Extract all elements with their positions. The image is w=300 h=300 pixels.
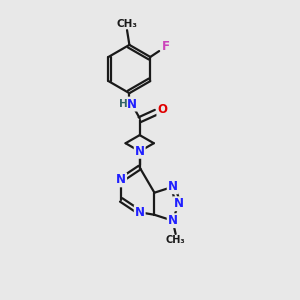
Text: N: N [174, 197, 184, 210]
Text: N: N [168, 180, 178, 193]
Text: N: N [135, 206, 145, 219]
Text: CH₃: CH₃ [116, 19, 137, 29]
Text: N: N [127, 98, 137, 111]
Text: F: F [162, 40, 170, 53]
Text: CH₃: CH₃ [166, 235, 185, 245]
Text: H: H [119, 99, 128, 109]
Text: N: N [168, 214, 178, 227]
Text: O: O [158, 103, 167, 116]
Text: N: N [135, 145, 145, 158]
Text: N: N [116, 173, 126, 186]
